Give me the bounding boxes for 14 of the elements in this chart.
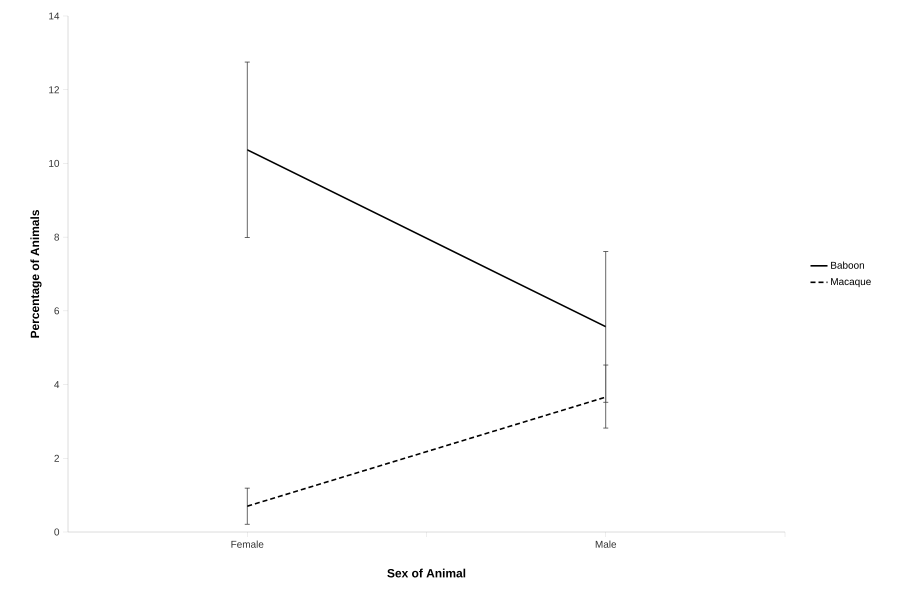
x-axis-title: Sex of Animal — [387, 568, 466, 578]
y-tick-label: 8 — [54, 234, 60, 241]
y-tick-label: 6 — [54, 307, 60, 314]
legend-label: Macaque — [831, 278, 871, 288]
y-tick-label: 0 — [54, 528, 60, 536]
x-tick-label: Female — [231, 540, 264, 548]
y-axis-title: Percentage of Animals — [30, 210, 42, 338]
legend-label: Baboon — [831, 261, 864, 269]
y-tick-label: 12 — [49, 86, 59, 94]
y-tick-label: 14 — [49, 12, 60, 20]
x-tick-label: Male — [596, 540, 616, 548]
y-tick-label: 10 — [49, 160, 60, 167]
y-tick-label: 2 — [54, 454, 59, 462]
y-tick-label: 4 — [54, 381, 60, 388]
